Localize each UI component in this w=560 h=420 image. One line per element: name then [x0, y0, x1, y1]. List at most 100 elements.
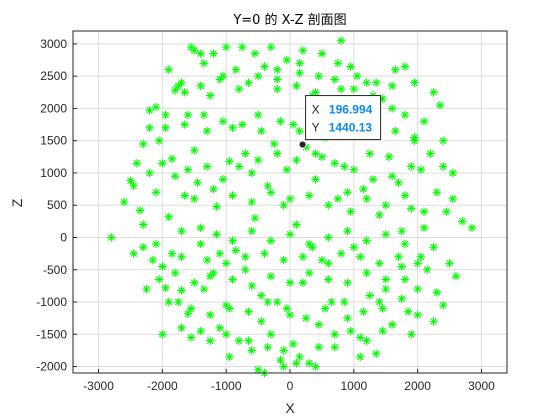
data-point	[257, 126, 266, 136]
data-point	[336, 36, 346, 45]
data-point	[304, 239, 314, 249]
data-point	[266, 272, 276, 281]
data-point	[397, 262, 406, 271]
data-point	[279, 362, 288, 371]
data-point	[362, 268, 371, 278]
data-point	[218, 175, 228, 184]
data-point	[314, 71, 323, 81]
data-point	[199, 284, 209, 294]
data-point	[391, 65, 400, 74]
data-tip-y-key: Y	[312, 121, 320, 135]
data-point	[400, 110, 410, 120]
data-point	[451, 272, 461, 281]
data-point	[196, 326, 205, 336]
data-point	[279, 346, 288, 355]
data-tip[interactable]: X 196.994 Y 1440.13	[298, 95, 382, 149]
y-axis-ticks: -2000 -1500 -1000 -500 0 500 1000 1500 2000 2500 3…	[36, 37, 77, 374]
data-point	[292, 155, 301, 165]
data-point	[371, 349, 381, 358]
data-point	[438, 136, 448, 145]
data-point	[308, 242, 317, 252]
data-point	[285, 278, 295, 287]
data-point	[279, 201, 288, 210]
data-point	[260, 62, 269, 71]
y-tick-label: 1500	[40, 134, 67, 148]
data-point	[266, 236, 276, 245]
y-tick-label: 2500	[40, 69, 67, 83]
data-point	[407, 162, 416, 171]
data-point	[311, 175, 320, 184]
data-point	[365, 149, 374, 158]
data-point	[170, 268, 180, 278]
data-point	[349, 84, 359, 94]
data-point	[158, 262, 167, 271]
data-point	[126, 176, 135, 185]
data-point	[177, 286, 186, 295]
data-point	[225, 304, 234, 313]
data-point	[292, 359, 301, 368]
data-point	[253, 365, 263, 374]
data-point	[135, 206, 145, 215]
data-point	[190, 278, 199, 287]
data-point	[247, 226, 256, 236]
data-point	[177, 323, 186, 333]
data-point	[247, 197, 256, 207]
data-point	[340, 297, 349, 307]
data-point	[263, 297, 272, 307]
data-point	[356, 333, 365, 342]
data-point	[212, 230, 221, 239]
data-point	[333, 194, 343, 203]
data-point	[145, 106, 154, 115]
data-point	[241, 252, 250, 262]
data-point	[426, 149, 435, 158]
data-point	[145, 168, 154, 178]
data-point	[196, 239, 205, 249]
data-point	[164, 297, 173, 307]
data-point	[273, 84, 282, 94]
data-point	[378, 94, 387, 103]
data-point	[221, 259, 231, 268]
data-point	[257, 291, 266, 300]
data-point	[317, 152, 327, 162]
data-point	[151, 188, 161, 197]
data-point	[346, 326, 355, 336]
data-point	[288, 339, 298, 349]
data-point	[448, 168, 457, 178]
data-point	[387, 104, 397, 113]
data-point	[250, 49, 260, 58]
data-point	[257, 317, 266, 326]
data-point	[119, 197, 129, 207]
data-point	[317, 255, 327, 265]
data-point	[391, 126, 400, 136]
data-point	[432, 288, 441, 297]
data-point	[330, 75, 339, 84]
x-tick-label: -3000	[83, 379, 114, 393]
data-point	[174, 297, 183, 307]
data-point	[244, 307, 253, 316]
data-point	[387, 171, 397, 181]
data-point	[295, 126, 304, 136]
data-point	[419, 117, 429, 126]
data-point	[158, 330, 167, 339]
data-point	[253, 155, 263, 165]
data-point	[311, 88, 320, 97]
data-point	[206, 91, 215, 100]
data-point	[215, 75, 224, 84]
data-point	[263, 181, 272, 191]
data-point	[228, 275, 237, 284]
data-point	[349, 165, 359, 174]
data-point	[167, 154, 177, 163]
x-axis-label: X	[285, 400, 295, 416]
data-tip-marker[interactable]	[298, 140, 307, 149]
y-tick-label: -2000	[36, 360, 67, 374]
data-point	[218, 117, 228, 126]
data-point	[445, 259, 454, 268]
data-point	[247, 168, 256, 178]
data-point	[180, 120, 189, 129]
data-point	[285, 230, 295, 239]
data-point	[381, 230, 390, 239]
data-point	[145, 123, 154, 132]
x-tick-label: 0	[287, 379, 294, 393]
data-point	[419, 207, 429, 216]
